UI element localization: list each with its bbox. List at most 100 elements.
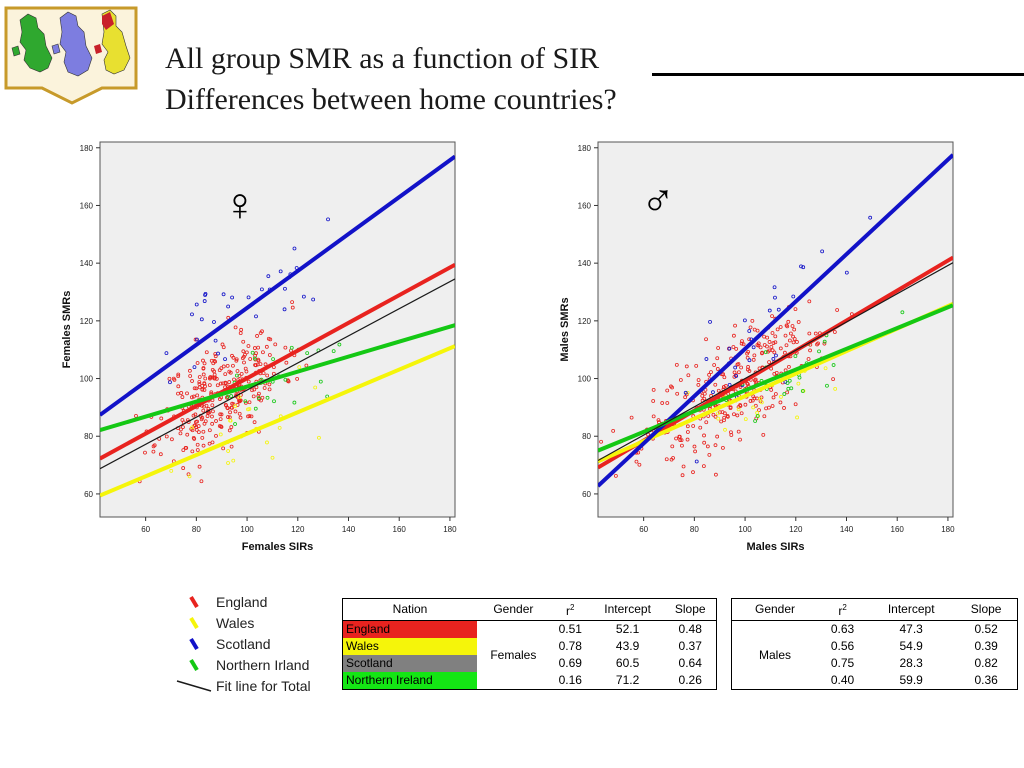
data-point [200,384,205,388]
data-point [750,318,755,323]
data-point [259,398,263,403]
data-point [265,395,270,400]
data-point [201,443,206,448]
data-point [265,373,270,378]
intercept-cell: 71.2 [615,673,640,687]
data-point [776,307,781,312]
slope-cell: 0.64 [678,656,702,670]
data-point [210,421,215,426]
data-point [656,418,661,423]
data-point [318,379,323,384]
data-point [221,364,226,369]
data-point [207,410,212,415]
legend-item-scotland: Scotland [176,634,346,654]
data-point [197,464,202,469]
data-point [832,330,837,334]
x-tick-label: 120 [789,525,803,534]
data-point [823,366,828,371]
data-point [774,370,779,375]
data-point [734,346,739,351]
data-point [700,393,705,398]
male-stats-table: Gender r2 Intercept Slope Males 0.63 47.… [731,598,1018,690]
data-point [179,427,183,432]
data-point [833,386,838,391]
data-point [750,398,755,403]
data-point [755,414,760,418]
data-point [237,411,242,416]
data-point [751,394,756,399]
data-point [723,427,727,432]
data-point [694,363,699,368]
data-point [295,376,300,381]
data-point [831,363,836,367]
table-row: Scotland 0.69 60.5 0.64 [342,655,717,672]
data-point [241,349,246,354]
table-row: Males 0.63 47.3 0.52 [732,621,1018,662]
data-point [192,365,197,369]
data-point [778,325,783,329]
data-point [176,391,180,396]
nation-cell: Northern Ireland [342,672,477,690]
x-axis-label: Females SIRs [242,541,314,553]
y-tick-label: 100 [578,375,592,384]
x-tick-label: 80 [192,525,201,534]
data-point [721,372,726,377]
data-point [202,361,207,366]
header-nation: Nation [342,598,477,621]
data-point [256,396,261,401]
data-point [193,412,198,417]
data-point [698,425,703,430]
intercept-cell: 60.5 [615,656,640,670]
data-point [786,364,791,369]
data-point [201,429,206,434]
data-point [176,374,181,379]
data-point [678,378,683,382]
legend-item-england: England [176,592,346,612]
data-point [272,399,276,404]
data-point [613,473,618,478]
data-point [261,371,266,376]
female-chart: 60 80 100 120 140 160 180 60 80 100 120 140 160 180 Fe… [50,132,470,562]
data-point [793,307,798,312]
data-point [213,359,217,364]
data-point [197,375,202,379]
data-point [188,368,192,373]
data-point [675,391,680,396]
data-point [713,382,718,387]
data-point [225,395,229,400]
data-point [190,449,195,454]
data-point [772,285,777,290]
data-point [711,390,715,395]
data-point [747,337,752,342]
data-point [210,414,214,419]
data-point [212,369,216,374]
header-intercept: Intercept [867,598,956,621]
data-point [283,345,288,350]
header-slope: Slope [664,598,717,621]
data-point [261,350,265,355]
data-point [331,349,336,354]
data-point [795,415,799,420]
data-point [787,338,792,343]
data-point [732,333,736,338]
plot-area [99,141,456,518]
data-point [229,425,234,429]
legend-label: England [216,594,268,610]
data-point [201,366,206,370]
y-tick-label: 180 [80,144,94,153]
r2-cell: 0.16 [558,673,582,687]
data-point [806,357,811,361]
x-tick-label: 80 [690,525,699,534]
data-point [243,366,248,371]
data-point [231,355,236,360]
table-header-row: Nation Gender r2 Intercept Slope [342,598,717,621]
nation-cell: Scotland [342,655,477,672]
data-point [791,340,796,345]
data-point [651,399,656,403]
data-point [677,434,682,439]
data-point [771,341,776,345]
legend-label: Wales [216,615,255,631]
fit-line [598,262,953,462]
data-point [733,365,738,370]
r2-cell: 0.40 [830,673,855,687]
